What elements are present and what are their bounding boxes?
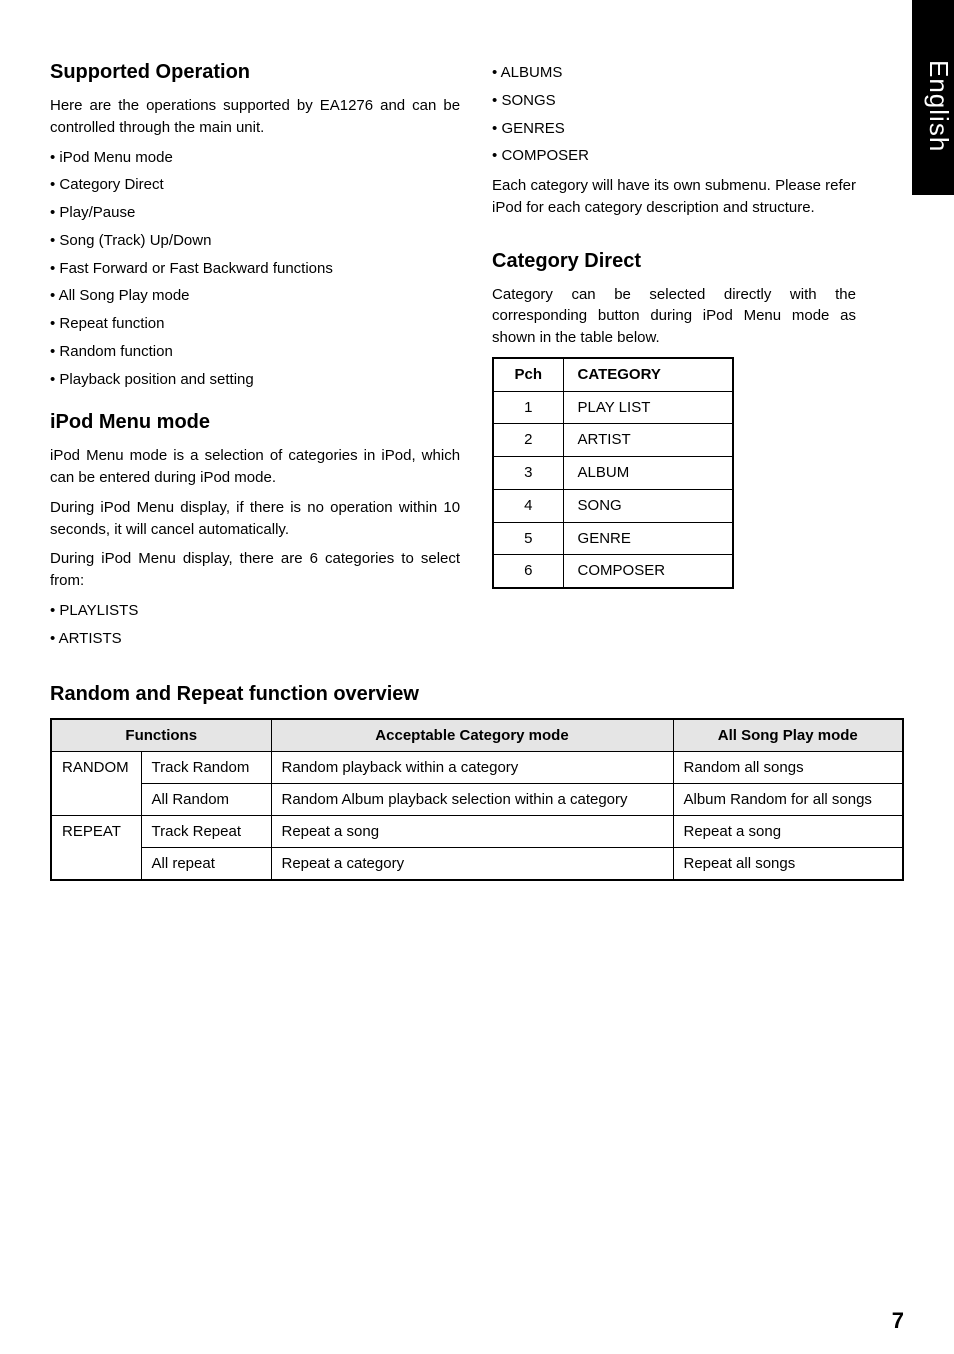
table-cell: COMPOSER <box>563 555 733 588</box>
list-item: All Song Play mode <box>50 285 460 307</box>
table-cell: SONG <box>563 489 733 522</box>
table-header: Acceptable Category mode <box>271 719 673 752</box>
table-row: 3ALBUM <box>493 457 733 490</box>
table-cell: Repeat a category <box>271 848 673 881</box>
list-item: iPod Menu mode <box>50 147 460 169</box>
list-item: ALBUMS <box>492 62 856 84</box>
table-header: Functions <box>51 719 271 752</box>
table-cell: 4 <box>493 489 563 522</box>
table-cell: Random playback within a category <box>271 752 673 784</box>
table-row: All repeat Repeat a category Repeat all … <box>51 848 903 881</box>
table-cell: Random all songs <box>673 752 903 784</box>
table-cell: Repeat a song <box>271 816 673 848</box>
list-item: Play/Pause <box>50 202 460 224</box>
heading-random-repeat: Random and Repeat function overview <box>50 683 904 706</box>
table-cell: 2 <box>493 424 563 457</box>
table-cell: 6 <box>493 555 563 588</box>
table-row: RANDOM Track Random Random playback with… <box>51 752 903 784</box>
list-item: Repeat function <box>50 313 460 335</box>
table-cell: Repeat all songs <box>673 848 903 881</box>
table-cell: ALBUM <box>563 457 733 490</box>
heading-supported-operation: Supported Operation <box>50 58 460 87</box>
table-cell: ARTIST <box>563 424 733 457</box>
list-item: Song (Track) Up/Down <box>50 230 460 252</box>
table-row: 6COMPOSER <box>493 555 733 588</box>
categories-list-right: ALBUMS SONGS GENRES COMPOSER <box>492 62 856 167</box>
table-row: All Random Random Album playback selecti… <box>51 784 903 816</box>
categories-list-left: PLAYLISTS ARTISTS <box>50 600 460 650</box>
page-number: 7 <box>892 1308 904 1334</box>
two-column-layout: Supported Operation Here are the operati… <box>50 40 904 655</box>
random-repeat-table: Functions Acceptable Category mode All S… <box>50 718 904 881</box>
ipod-menu-p3: During iPod Menu display, there are 6 ca… <box>50 548 460 592</box>
language-side-tab: English <box>912 0 954 195</box>
table-cell: Track Random <box>141 752 271 784</box>
table-cell: Track Repeat <box>141 816 271 848</box>
category-direct-table: Pch CATEGORY 1PLAY LIST 2ARTIST 3ALBUM 4… <box>492 357 734 589</box>
table-cell: Repeat a song <box>673 816 903 848</box>
list-item: GENRES <box>492 118 856 140</box>
list-item: Playback position and setting <box>50 369 460 391</box>
table-row: 4SONG <box>493 489 733 522</box>
table-cell: Random Album playback selection within a… <box>271 784 673 816</box>
supported-operations-list: iPod Menu mode Category Direct Play/Paus… <box>50 147 460 391</box>
right-column: ALBUMS SONGS GENRES COMPOSER Each catego… <box>492 40 904 655</box>
table-cell: All Random <box>141 784 271 816</box>
table-header: CATEGORY <box>563 358 733 391</box>
category-direct-intro: Category can be selected directly with t… <box>492 284 856 349</box>
list-item: Random function <box>50 341 460 363</box>
table-cell: REPEAT <box>51 816 141 881</box>
table-cell: All repeat <box>141 848 271 881</box>
list-item: ARTISTS <box>50 628 460 650</box>
list-item: PLAYLISTS <box>50 600 460 622</box>
table-cell: RANDOM <box>51 752 141 816</box>
table-cell: 5 <box>493 522 563 555</box>
list-item: SONGS <box>492 90 856 112</box>
table-row: 1PLAY LIST <box>493 391 733 424</box>
ipod-menu-p2: During iPod Menu display, if there is no… <box>50 497 460 541</box>
ipod-menu-p1: iPod Menu mode is a selection of categor… <box>50 445 460 489</box>
table-row: REPEAT Track Repeat Repeat a song Repeat… <box>51 816 903 848</box>
list-item: Fast Forward or Fast Backward functions <box>50 258 460 280</box>
heading-ipod-menu-mode: iPod Menu mode <box>50 408 460 437</box>
table-cell: 3 <box>493 457 563 490</box>
list-item: Category Direct <box>50 174 460 196</box>
categories-note: Each category will have its own submenu.… <box>492 175 856 219</box>
table-cell: GENRE <box>563 522 733 555</box>
heading-category-direct: Category Direct <box>492 247 856 276</box>
table-cell: PLAY LIST <box>563 391 733 424</box>
left-column: Supported Operation Here are the operati… <box>50 40 460 655</box>
list-item: COMPOSER <box>492 145 856 167</box>
supported-operation-intro: Here are the operations supported by EA1… <box>50 95 460 139</box>
table-header: Pch <box>493 358 563 391</box>
random-repeat-section: Random and Repeat function overview Func… <box>50 683 904 881</box>
table-row: 5GENRE <box>493 522 733 555</box>
table-row: 2ARTIST <box>493 424 733 457</box>
table-cell: 1 <box>493 391 563 424</box>
table-header: All Song Play mode <box>673 719 903 752</box>
table-cell: Album Random for all songs <box>673 784 903 816</box>
